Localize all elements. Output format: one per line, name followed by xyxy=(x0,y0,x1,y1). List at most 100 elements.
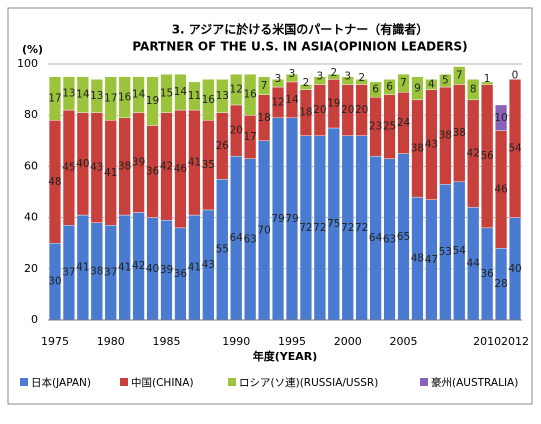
data-label: 26 xyxy=(216,140,230,152)
data-label: 6 xyxy=(372,84,379,96)
data-label: 14 xyxy=(76,89,90,101)
data-label: 79 xyxy=(271,213,284,225)
bar-segment xyxy=(104,76,117,121)
data-label: 46 xyxy=(174,163,188,175)
x-tick-label: 2000 xyxy=(334,335,362,348)
data-label: 37 xyxy=(104,267,117,279)
data-label: 63 xyxy=(383,233,396,245)
bar-segment xyxy=(202,79,215,121)
data-label: 7 xyxy=(400,77,407,89)
data-label: 15 xyxy=(160,87,173,99)
data-label: 36 xyxy=(146,166,160,178)
data-label: 18 xyxy=(299,107,312,119)
data-label: 20 xyxy=(341,104,354,116)
data-label: 2 xyxy=(330,67,337,79)
bar-segment xyxy=(285,74,299,83)
data-label: 14 xyxy=(174,86,188,98)
x-tick-label: 1990 xyxy=(222,335,250,348)
data-label: 3 xyxy=(289,68,296,80)
data-label: 40 xyxy=(508,263,521,275)
bar-segment xyxy=(118,76,131,118)
bar-segment xyxy=(495,104,508,131)
data-label: 36 xyxy=(174,268,188,280)
bar-segment xyxy=(439,74,452,88)
data-label: 12 xyxy=(271,96,284,108)
data-label: 43 xyxy=(202,259,215,271)
bar-segment xyxy=(216,79,229,113)
data-label: 16 xyxy=(118,91,132,103)
data-label: 72 xyxy=(341,222,354,234)
bar-segment xyxy=(132,76,145,113)
bar-segment xyxy=(383,79,396,95)
data-label: 19 xyxy=(146,95,159,107)
data-label: 38 xyxy=(90,265,103,277)
legend-swatch xyxy=(20,378,28,386)
data-label: 42 xyxy=(160,160,173,172)
bar-segment xyxy=(299,84,312,90)
chart-title: 3. アジアに於ける米国のパートナー（有識者） xyxy=(172,22,429,37)
bar-segment xyxy=(327,74,340,80)
bar-segment xyxy=(341,76,354,85)
bar-segment xyxy=(62,76,75,111)
data-label: 0 xyxy=(512,69,519,81)
data-label: 55 xyxy=(216,244,229,256)
legend-swatch xyxy=(228,378,236,386)
bar-segment xyxy=(481,81,494,85)
data-label: 13 xyxy=(90,90,103,102)
data-label: 17 xyxy=(243,131,256,143)
x-tick-label: 1975 xyxy=(41,335,69,348)
bar-segment xyxy=(244,74,257,116)
data-label: 24 xyxy=(397,117,411,129)
data-label: 64 xyxy=(369,232,383,244)
data-label: 3 xyxy=(344,71,351,83)
data-label: 19 xyxy=(327,98,340,110)
data-label: 17 xyxy=(48,93,61,105)
chart-subtitle: PARTNER OF THE U.S. IN ASIA(OPINION LEAD… xyxy=(132,40,467,54)
y-tick-label: 40 xyxy=(24,211,38,224)
data-label: 12 xyxy=(230,84,243,96)
data-label: 23 xyxy=(369,121,382,133)
y-tick-label: 80 xyxy=(24,108,38,121)
data-label: 2 xyxy=(303,77,310,89)
data-label: 40 xyxy=(146,263,159,275)
data-label: 41 xyxy=(104,167,117,179)
data-label: 70 xyxy=(257,224,270,236)
bar-segment xyxy=(174,74,187,111)
data-label: 63 xyxy=(243,233,256,245)
legend-label: 日本(JAPAN) xyxy=(31,376,91,389)
bar-segment xyxy=(313,76,326,85)
data-label: 14 xyxy=(132,89,146,101)
x-axis-label: 年度(YEAR) xyxy=(253,349,318,363)
bar-segment xyxy=(397,74,410,93)
data-label: 41 xyxy=(188,157,201,169)
data-label: 13 xyxy=(62,87,75,99)
bar-segment xyxy=(411,76,424,101)
bar-segment xyxy=(508,79,522,218)
data-label: 46 xyxy=(494,183,508,195)
data-label: 35 xyxy=(202,159,215,171)
data-label: 36 xyxy=(480,268,494,280)
x-tick-label: 2010 xyxy=(473,335,501,348)
data-label: 42 xyxy=(132,260,145,272)
bar-segment xyxy=(425,79,438,90)
data-label: 14 xyxy=(285,94,299,106)
bar-segment xyxy=(160,74,173,113)
data-label: 43 xyxy=(425,139,438,151)
legend-swatch xyxy=(420,378,428,386)
data-label: 25 xyxy=(383,121,396,133)
data-label: 5 xyxy=(442,75,449,87)
data-label: 38 xyxy=(439,130,452,142)
data-label: 54 xyxy=(453,245,467,257)
data-label: 2 xyxy=(358,72,365,84)
data-label: 53 xyxy=(439,246,452,258)
data-label: 11 xyxy=(188,90,201,102)
data-label: 41 xyxy=(118,262,131,274)
data-label: 38 xyxy=(453,127,466,139)
data-label: 20 xyxy=(355,104,368,116)
data-label: 65 xyxy=(397,231,410,243)
data-label: 64 xyxy=(230,232,244,244)
data-label: 30 xyxy=(48,276,61,288)
y-tick-label: 20 xyxy=(24,262,38,275)
data-label: 7 xyxy=(456,70,463,82)
